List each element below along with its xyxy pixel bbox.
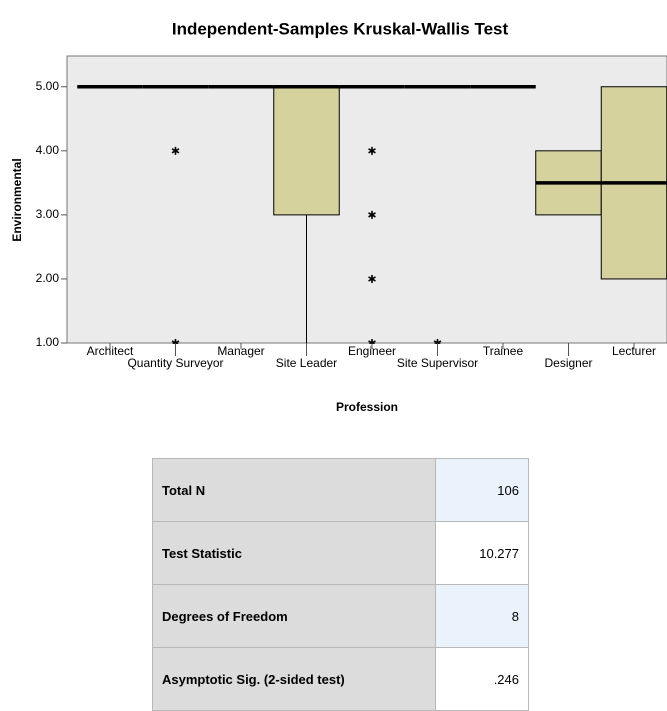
x-tick-label: Site Supervisor	[397, 356, 478, 370]
x-tick-label: Architect	[87, 344, 134, 358]
row-value: .246	[435, 647, 529, 711]
table-row: Test Statistic 10.277	[152, 521, 529, 585]
row-label: Degrees of Freedom	[152, 584, 436, 648]
table-row: Total N 106	[152, 458, 529, 522]
x-tick-label: Lecturer	[612, 344, 656, 358]
box	[273, 86, 340, 216]
x-axis-title: Profession	[336, 400, 398, 414]
x-tick-label: Quantity Surveyor	[127, 356, 223, 370]
outlier	[368, 210, 376, 219]
outlier	[368, 146, 376, 155]
table-row: Degrees of Freedom 8	[152, 584, 529, 648]
y-tick-label: 5.00	[36, 79, 60, 93]
row-value: 106	[435, 458, 529, 522]
y-tick-label: 2.00	[36, 271, 60, 285]
y-tick-label: 4.00	[36, 143, 60, 157]
chart: Independent-Samples Kruskal-Wallis Test …	[10, 19, 667, 414]
y-tick-label: 3.00	[36, 207, 60, 221]
plot-content	[77, 85, 667, 344]
row-value: 8	[435, 584, 529, 648]
x-tick-label: Trainee	[483, 344, 524, 358]
x-tick-label: Designer	[544, 356, 592, 370]
row-value: 10.277	[435, 521, 529, 585]
x-tick-label: Site Leader	[276, 356, 337, 370]
row-label: Total N	[152, 458, 436, 522]
outlier	[368, 274, 376, 283]
x-tick-label: Engineer	[348, 344, 396, 358]
chart-title: Independent-Samples Kruskal-Wallis Test	[172, 19, 509, 38]
x-tick-label: Manager	[217, 344, 264, 358]
table-row: Asymptotic Sig. (2-sided test) .246	[152, 647, 529, 711]
row-label: Test Statistic	[152, 521, 436, 585]
stats-table: Total N 106 Test Statistic 10.277 Degrees of…	[152, 458, 529, 711]
row-label: Asymptotic Sig. (2-sided test)	[152, 647, 436, 711]
y-tick-label: 1.00	[36, 335, 60, 349]
y-axis-title: Environmental	[10, 158, 24, 241]
outlier	[171, 146, 180, 155]
